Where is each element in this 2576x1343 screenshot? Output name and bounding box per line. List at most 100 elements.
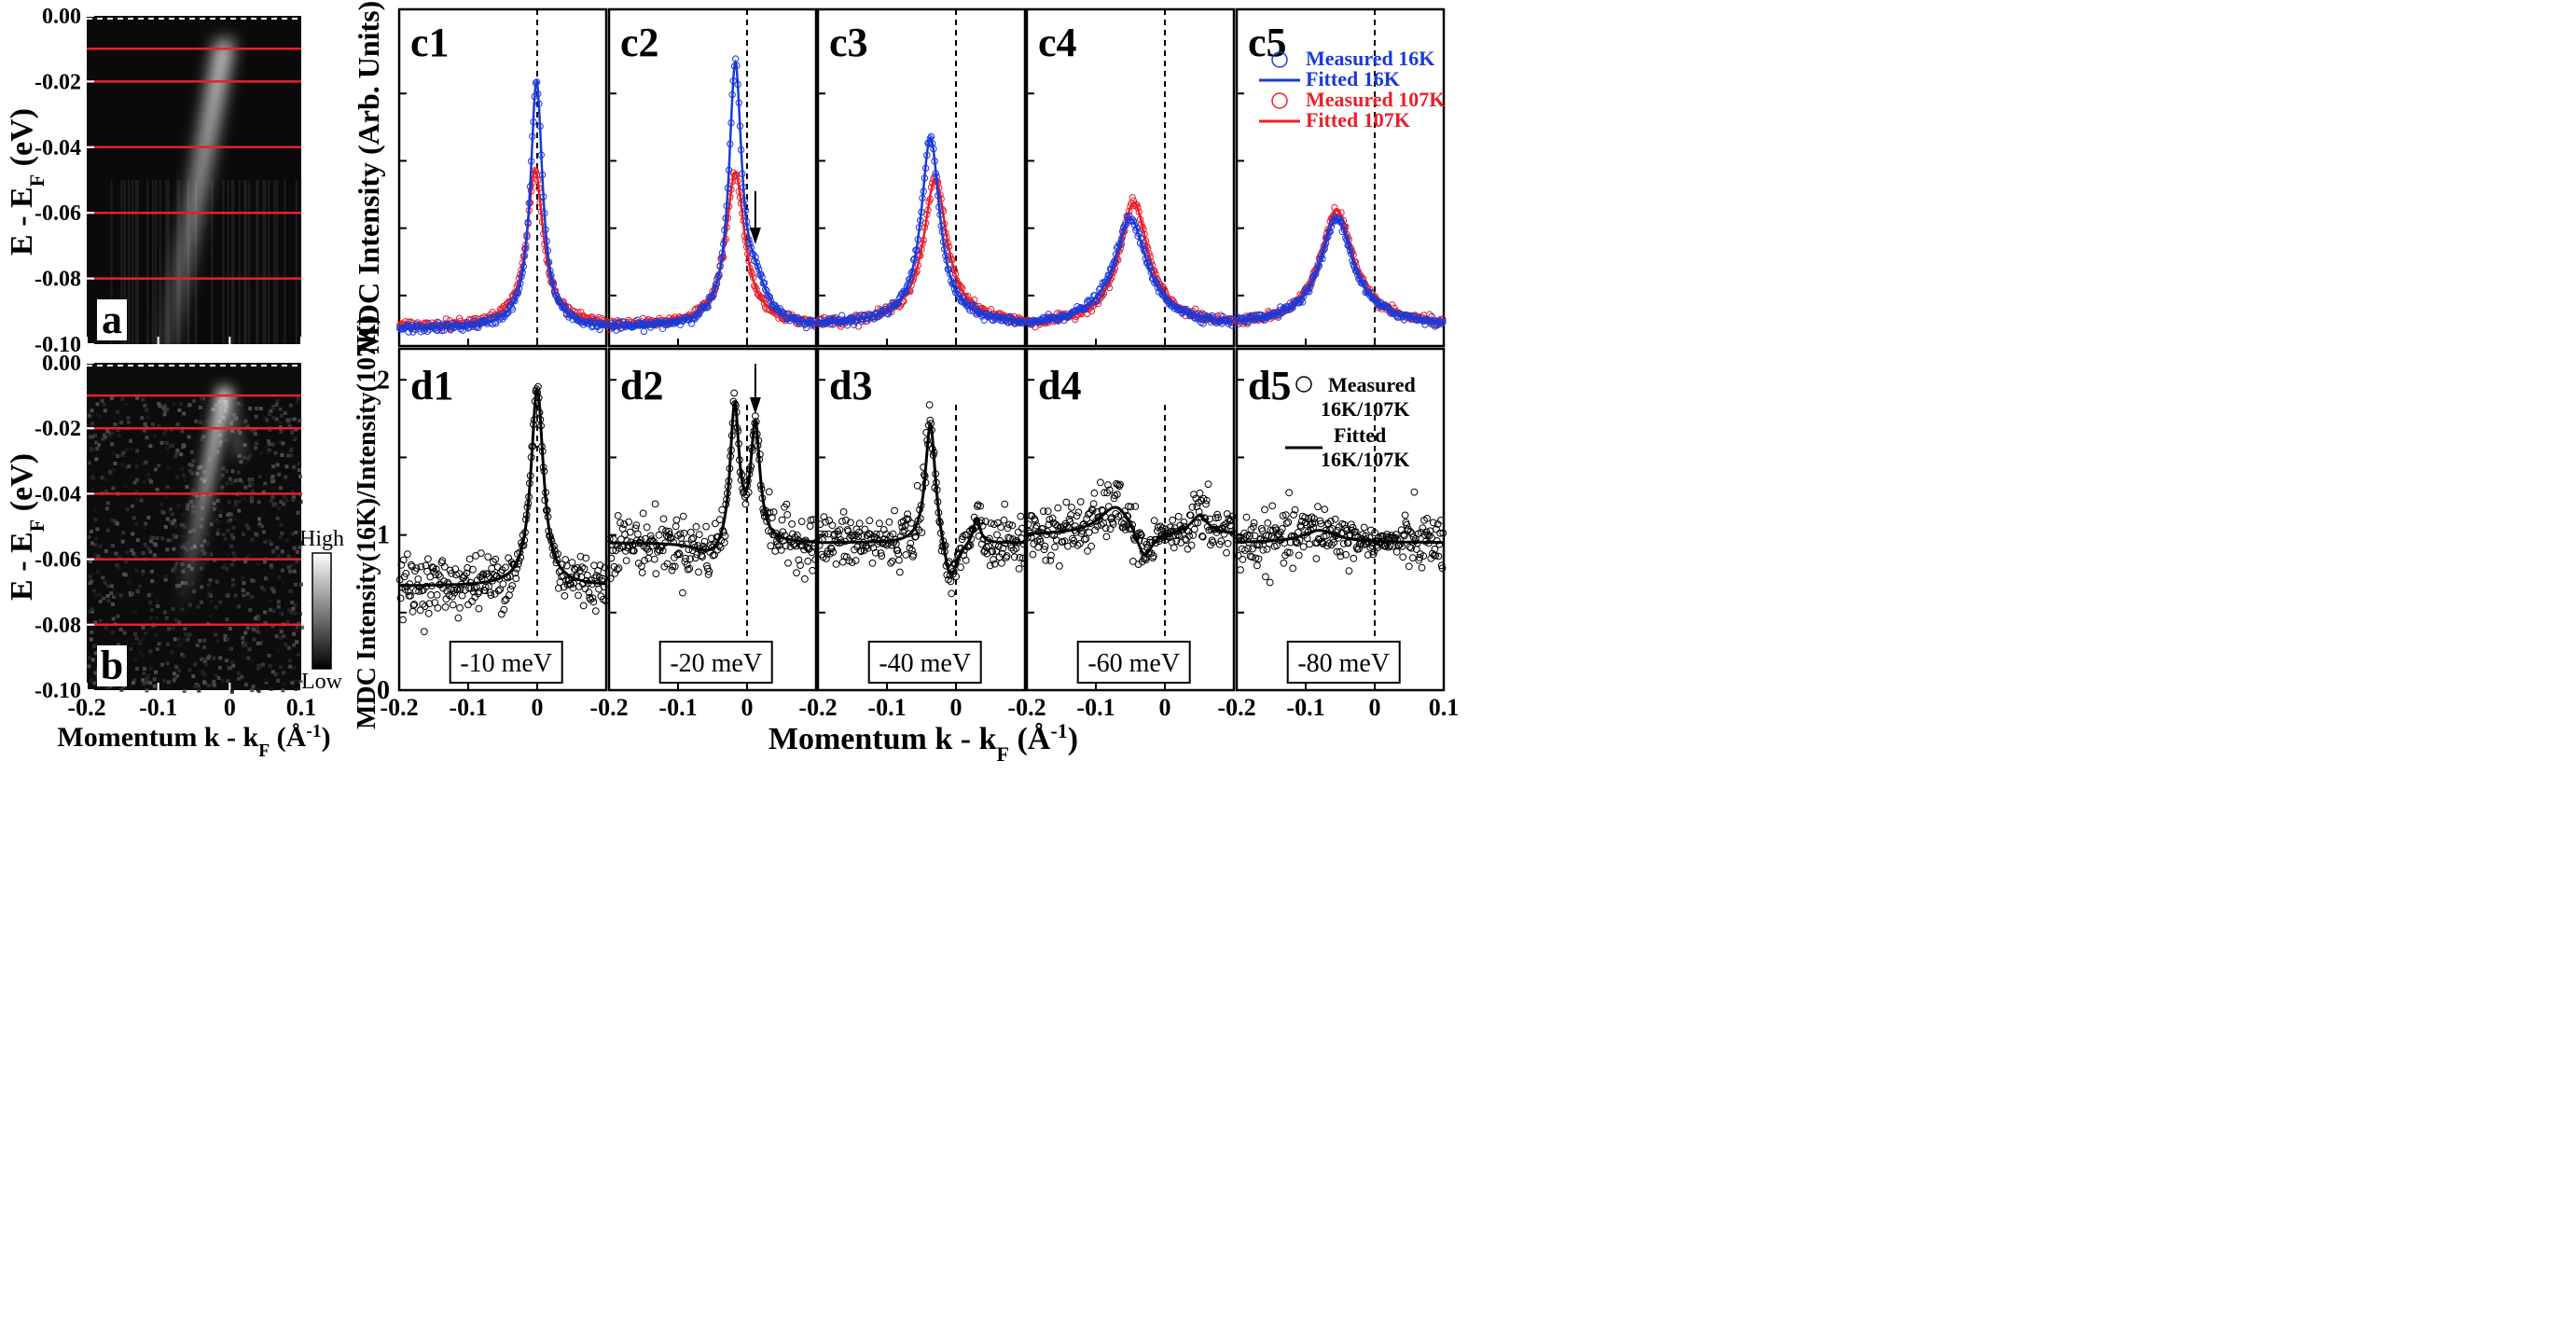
data-point	[1342, 550, 1350, 559]
noise-pixel	[213, 506, 217, 511]
data-point	[396, 594, 405, 602]
noise-pixel	[289, 453, 294, 458]
mdc-panel-c2	[606, 7, 819, 348]
streak	[146, 180, 149, 344]
noise-pixel	[218, 439, 223, 444]
noise-pixel	[267, 442, 271, 447]
data-point	[721, 532, 729, 540]
data-point	[952, 573, 960, 581]
noise-pixel	[121, 531, 125, 535]
noise-pixel	[145, 408, 149, 412]
data-point	[494, 587, 503, 595]
noise-pixel	[250, 428, 255, 433]
data-point	[828, 521, 837, 530]
data-point	[1316, 517, 1324, 525]
noise-pixel	[198, 405, 202, 409]
dispersion-band	[158, 39, 233, 364]
noise-pixel	[285, 619, 290, 624]
noise-pixel	[153, 435, 158, 439]
streak	[300, 180, 303, 344]
data-point	[414, 575, 422, 583]
data-point	[1213, 510, 1222, 519]
y-tick-label: -0.04	[35, 136, 81, 160]
data-point	[1113, 491, 1121, 499]
noise-pixel	[172, 401, 176, 406]
noise-pixel	[148, 601, 153, 604]
data-point	[461, 586, 469, 594]
noise-pixel	[231, 551, 236, 556]
data-point	[1310, 515, 1318, 522]
noise-pixel	[281, 441, 285, 446]
noise-pixel	[154, 632, 159, 637]
data-point	[876, 519, 883, 528]
data-point	[428, 563, 436, 572]
noise-pixel	[231, 663, 236, 668]
noise-pixel	[101, 436, 105, 441]
data-point	[423, 567, 431, 575]
data-point	[1004, 533, 1013, 542]
noise-pixel	[281, 688, 285, 693]
data-point	[765, 488, 773, 496]
data-point	[1158, 524, 1167, 533]
noise-pixel	[138, 649, 143, 654]
data-point	[596, 325, 603, 334]
noise-pixel	[255, 407, 258, 410]
data-point	[793, 569, 800, 577]
fit-line-ratio	[609, 399, 816, 552]
panel-label: c3	[829, 20, 868, 65]
noise-pixel	[110, 431, 115, 436]
data-point	[805, 545, 813, 552]
noise-pixel	[256, 500, 261, 505]
data-point	[1204, 480, 1212, 489]
data-point	[836, 526, 844, 534]
noise-pixel	[216, 676, 221, 680]
panel-label-box	[97, 645, 127, 686]
fit-line-107K	[609, 171, 817, 326]
data-point	[1217, 537, 1226, 546]
data-point	[435, 571, 443, 578]
data-point	[431, 599, 439, 606]
noise-pixel	[95, 527, 100, 532]
noise-pixel	[296, 625, 300, 630]
noise-pixel	[269, 542, 273, 547]
y-tick-label: -0.08	[35, 268, 81, 292]
noise-pixel	[159, 662, 164, 667]
noise-pixel	[94, 457, 99, 462]
data-point	[441, 603, 450, 611]
data-point	[1437, 517, 1445, 524]
noise-pixel	[225, 553, 229, 558]
data-point	[947, 577, 955, 586]
data-point	[583, 572, 591, 579]
noise-pixel	[87, 609, 91, 614]
data-point	[464, 564, 472, 572]
data-point	[730, 389, 739, 397]
legend-marker	[1271, 51, 1288, 68]
noise-pixel	[173, 524, 178, 529]
data-point	[1405, 562, 1413, 571]
noise-pixel	[293, 679, 298, 683]
noise-pixel	[243, 630, 248, 635]
noise-pixel	[190, 505, 195, 509]
data-point	[418, 587, 426, 595]
noise-pixel	[274, 417, 279, 422]
streak	[155, 180, 158, 344]
data-point	[440, 562, 449, 571]
noise-pixel	[258, 641, 263, 645]
noise-pixel	[202, 659, 207, 664]
data-point	[872, 530, 880, 538]
data-point	[1367, 526, 1375, 534]
noise-pixel	[279, 430, 284, 434]
noise-pixel	[215, 579, 219, 584]
noise-pixel	[294, 686, 298, 691]
data-point	[448, 570, 456, 577]
noise-pixel	[141, 397, 145, 402]
noise-pixel	[213, 518, 216, 522]
data-point	[589, 598, 598, 606]
data-point	[1327, 517, 1335, 525]
data-point	[1281, 511, 1290, 519]
noise-pixel	[246, 656, 251, 660]
noise-pixel	[173, 570, 177, 574]
noise-pixel	[174, 475, 179, 479]
noise-pixel	[179, 466, 184, 471]
data-point	[589, 594, 597, 602]
